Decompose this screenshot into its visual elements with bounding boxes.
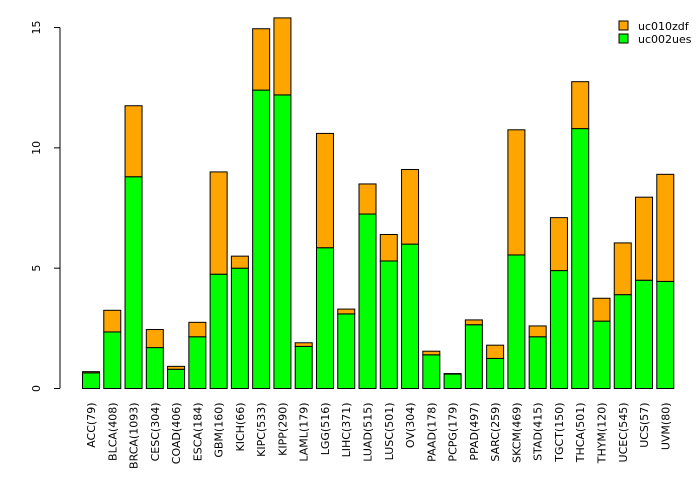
bar-uc010zdf-stad-415 [528,325,547,338]
bar-uc010zdf-thca-501 [571,81,590,130]
x-tick-label: SARC(259) [489,403,502,462]
x-tick-label: GBM(160) [213,403,226,458]
bar-uc002ues-laml-179 [294,345,313,389]
x-tick-label: PAAD(178) [425,403,438,462]
bar-uc010zdf-kich-66 [230,255,249,269]
bar-uc002ues-acc-79 [82,372,100,389]
bar-uc010zdf-brca-1093 [124,105,143,178]
legend-label-uc010zdf: uc010zdf [638,20,690,33]
bar-uc010zdf-cesc-304 [145,329,164,349]
x-tick-label: LUAD(515) [362,403,375,462]
x-tick-label: CESC(304) [149,403,162,462]
bar-uc002ues-blca-408 [103,331,122,390]
bar-uc002ues-ppad-497 [464,324,483,390]
legend-label-uc002ues: uc002ues [638,33,692,46]
bar-uc010zdf-skcm-469 [507,129,526,256]
bar-uc002ues-skcm-469 [507,254,526,389]
x-tick-label: STAD(415) [532,403,545,461]
x-tick-label: PCPG(179) [447,403,460,462]
bars [82,17,675,390]
legend-swatch-uc002ues [618,33,629,44]
bar-uc010zdf-lusc-501 [379,233,398,262]
bar-uc010zdf-thym-120 [592,297,611,322]
bar-uc010zdf-luad-515 [358,183,377,215]
x-tick-label: COAD(406) [170,403,183,465]
x-tick-label: KICH(66) [234,403,247,452]
bar-uc010zdf-coad-406 [167,365,186,370]
x-tick-label: ACC(79) [85,403,98,448]
bar-uc002ues-gbm-160 [209,273,228,389]
x-tick-label: BLCA(408) [106,403,119,461]
bar-uc010zdf-ucec-545 [613,242,632,296]
bar-uc002ues-cesc-304 [145,347,164,390]
x-tick-label: THYM(120) [595,403,608,465]
bar-uc002ues-luad-515 [358,213,377,389]
bar-uc010zdf-esca-184 [188,321,207,338]
bar-uc010zdf-blca-408 [103,309,122,333]
y-tick-label: 15 [30,21,43,35]
x-tick-label: TGCT(150) [553,403,566,463]
bar-uc002ues-ov-304 [401,243,420,389]
bar-uc002ues-coad-406 [167,368,186,389]
x-tick-label: PPAD(497) [468,403,481,461]
bar-uc002ues-tgct-150 [549,270,568,389]
bar-uc010zdf-kipp-290 [273,17,292,96]
y-tick-label: 10 [30,141,43,155]
x-tick-label: KIPP(290) [276,403,289,456]
bar-uc002ues-thym-120 [592,320,611,389]
x-tick-label: UCS(57) [638,403,651,448]
bar-uc002ues-brca-1093 [124,176,143,389]
x-tick-label: SKCM(469) [510,403,523,463]
bar-uc010zdf-kipc-533 [252,28,271,91]
bar-uc002ues-ucec-545 [613,294,632,389]
bar-uc010zdf-paad-178 [422,350,441,356]
bar-uc002ues-paad-178 [422,354,441,390]
bar-uc002ues-kipc-533 [252,89,271,389]
x-tick-label: BRCA(1093) [128,403,141,469]
x-tick-label: LGG(516) [319,403,332,456]
bar-uc002ues-sarc-259 [486,357,505,389]
y-axis: 0 5 10 15 [30,21,61,392]
y-tick-label: 0 [30,385,43,392]
x-tick-label: LIHC(371) [340,403,353,458]
bar-uc002ues-lihc-371 [337,313,356,389]
x-tick-label: THCA(501) [574,403,587,464]
bar-uc002ues-kipp-290 [273,94,292,389]
bar-uc010zdf-ppad-497 [464,319,483,326]
bar-uc002ues-stad-415 [528,336,547,389]
bar-uc002ues-uvm-80 [656,280,675,389]
bar-uc002ues-pcpg-179 [443,373,462,389]
bar-uc010zdf-ucs-57 [635,196,654,281]
bar-uc010zdf-gbm-160 [209,171,228,275]
bar-uc010zdf-uvm-80 [656,173,675,282]
x-tick-label: OV(304) [404,403,417,449]
y-tick-label: 5 [30,265,43,272]
x-tick-label: UVM(80) [659,403,672,451]
bar-uc002ues-ucs-57 [635,279,654,390]
bar-uc010zdf-lgg-516 [315,132,334,249]
bar-uc010zdf-sarc-259 [486,344,505,359]
bar-uc002ues-esca-184 [188,336,207,389]
bar-uc002ues-kich-66 [230,267,249,390]
x-tick-label: LAML(179) [298,403,311,462]
bar-uc002ues-thca-501 [571,128,590,389]
legend-swatch-uc010zdf [618,20,629,31]
x-tick-label: UCEC(545) [617,403,630,463]
x-tick-label: ESCA(184) [191,403,204,462]
bar-uc010zdf-laml-179 [294,342,313,347]
bar-uc010zdf-tgct-150 [549,217,568,272]
bar-uc002ues-lusc-501 [379,260,398,390]
x-tick-label: LUSC(501) [383,403,396,461]
bar-uc010zdf-acc-79 [82,371,100,374]
bar-uc010zdf-lihc-371 [337,308,356,315]
bar-uc002ues-lgg-516 [315,247,334,389]
x-tick-label: KIPC(533) [255,403,268,457]
x-axis-labels: ACC(79) BLCA(408) BRCA(1093) CESC(304) COAD(… [85,403,672,469]
bar-uc010zdf-ov-304 [401,169,420,245]
